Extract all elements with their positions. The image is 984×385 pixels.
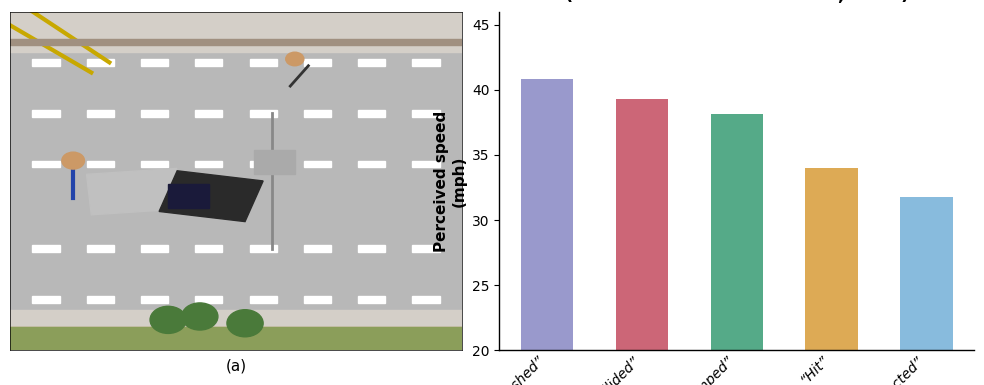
Polygon shape (10, 12, 123, 28)
Bar (358, 161, 386, 167)
Bar (10, 38, 462, 45)
Bar (32, 110, 60, 117)
Bar (87, 296, 114, 303)
Circle shape (227, 310, 263, 337)
Bar (358, 59, 386, 66)
Bar (141, 296, 168, 303)
Bar (521, 79, 573, 385)
Bar (168, 184, 209, 208)
Bar (87, 168, 181, 215)
Bar (10, 12, 462, 52)
X-axis label: (a): (a) (225, 359, 247, 374)
Bar (412, 161, 440, 167)
Bar (87, 245, 114, 252)
Circle shape (182, 303, 217, 330)
Bar (87, 161, 114, 167)
Bar (32, 245, 60, 252)
Bar (87, 110, 114, 117)
Bar (250, 245, 277, 252)
Bar (412, 296, 440, 303)
Bar (250, 296, 277, 303)
Bar (195, 245, 222, 252)
Bar (32, 161, 60, 167)
Circle shape (285, 52, 304, 66)
Bar (304, 110, 331, 117)
Polygon shape (159, 171, 263, 222)
Bar (358, 110, 386, 117)
Bar (195, 296, 222, 303)
Title: Perceived Speed Based on Questioner’s Verb
(Source: Loftus and Palmer, 1974): Perceived Speed Based on Questioner’s Ve… (508, 0, 965, 5)
Bar (195, 161, 222, 167)
Circle shape (62, 152, 85, 169)
Bar (358, 245, 386, 252)
Y-axis label: Perceived speed
(mph): Perceived speed (mph) (434, 110, 466, 251)
Bar (10, 326, 462, 333)
Circle shape (150, 306, 186, 333)
Bar (304, 161, 331, 167)
Bar (195, 59, 222, 66)
Bar (710, 114, 763, 385)
Bar (254, 151, 295, 174)
Bar (141, 245, 168, 252)
Bar (304, 59, 331, 66)
Bar (10, 310, 462, 350)
Bar (10, 326, 462, 350)
Bar (412, 110, 440, 117)
Bar (141, 161, 168, 167)
Bar (141, 59, 168, 66)
Bar (32, 296, 60, 303)
Bar (616, 99, 668, 385)
Bar (250, 110, 277, 117)
Bar (806, 168, 858, 385)
Bar (900, 197, 953, 385)
Bar (195, 110, 222, 117)
Bar (141, 110, 168, 117)
Bar (87, 59, 114, 66)
Bar (358, 296, 386, 303)
Bar (304, 245, 331, 252)
Bar (412, 245, 440, 252)
Bar (32, 59, 60, 66)
Bar (250, 161, 277, 167)
Bar (412, 59, 440, 66)
Bar (304, 296, 331, 303)
Bar (250, 59, 277, 66)
